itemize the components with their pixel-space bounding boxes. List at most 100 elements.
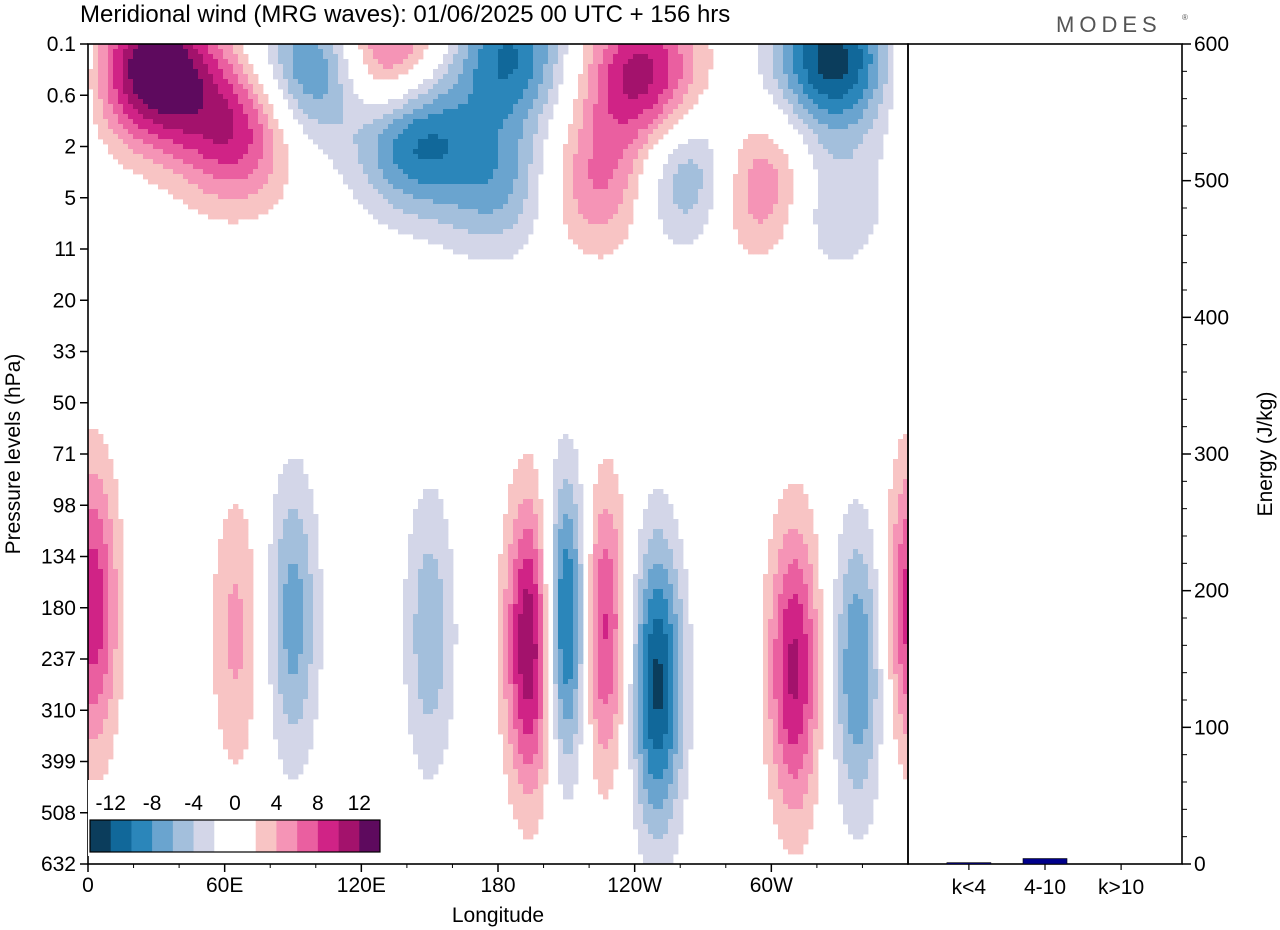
heatmap-cell [778,149,783,154]
heatmap-cell [783,89,788,94]
heatmap-cell [528,209,533,214]
heatmap-cell [878,144,883,149]
heatmap-cell [153,54,158,59]
heatmap-cell [203,174,208,179]
heatmap-cell [288,64,293,69]
heatmap-cell [298,59,303,64]
heatmap-cell [668,169,673,174]
heatmap-cell [248,184,253,189]
heatmap-cell [773,194,778,199]
heatmap-cell [703,44,708,49]
heatmap-cell [348,139,353,144]
heatmap-cell [513,249,518,254]
heatmap-cell [493,219,498,224]
heatmap-cell [878,84,883,89]
heatmap-cell [213,59,218,64]
heatmap-cell [263,199,268,204]
heatmap-cell [473,74,478,79]
heatmap-cell [298,474,303,479]
heatmap-cell [333,99,338,104]
heatmap-cell [253,194,258,199]
heatmap-cell [683,174,688,179]
heatmap-cell [673,94,678,99]
heatmap-cell [383,129,388,134]
heatmap-cell [183,79,188,84]
heatmap-cell [378,134,383,139]
heatmap-cell [423,99,428,104]
heatmap-cell [513,204,518,209]
heatmap-cell [633,189,638,194]
heatmap-cell [458,219,463,224]
heatmap-cell [308,54,313,59]
heatmap-cell [218,74,223,79]
heatmap-cell [823,194,828,199]
heatmap-cell [603,249,608,254]
heatmap-cell [588,239,593,244]
heatmap-cell [173,49,178,54]
heatmap-cell [518,59,523,64]
heatmap-cell [278,489,283,494]
heatmap-cell [683,49,688,54]
heatmap-cell [103,469,108,474]
heatmap-cell [648,144,653,149]
heatmap-cell [168,64,173,69]
heatmap-cell [768,159,773,164]
chart-figure: Meridional wind (MRG waves): 01/06/2025 … [0,0,1280,930]
heatmap-cell [803,49,808,54]
heatmap-cell [123,84,128,89]
heatmap-cell [883,99,888,104]
heatmap-cell [673,224,678,229]
heatmap-cell [98,459,103,464]
heatmap-cell [593,209,598,214]
heatmap-cell [193,64,198,69]
heatmap-cell [638,159,643,164]
heatmap-cell [498,89,503,94]
heatmap-cell [703,74,708,79]
heatmap-cell [698,229,703,234]
heatmap-cell [583,179,588,184]
heatmap-cell [223,154,228,159]
heatmap-cell [513,129,518,134]
heatmap-cell [408,164,413,169]
heatmap-cell [498,224,503,229]
heatmap-cell [253,109,258,114]
heatmap-cell [408,214,413,219]
heatmap-cell [438,109,443,114]
heatmap-cell [838,104,843,109]
heatmap-cell [448,69,453,74]
heatmap-cell [128,154,133,159]
heatmap-cell [108,74,113,79]
heatmap-cell [383,74,388,79]
heatmap-cell [208,189,213,194]
heatmap-cell [108,494,113,499]
heatmap-cell [448,194,453,199]
heatmap-cell [198,139,203,144]
heatmap-cell [298,489,303,494]
heatmap-cell [608,69,613,74]
heatmap-cell [833,124,838,129]
heatmap-cell [338,134,343,139]
heatmap-cell [233,199,238,204]
heatmap-cell [888,99,893,104]
heatmap-cell [533,114,538,119]
heatmap-cell [543,124,548,129]
heatmap-cell [488,179,493,184]
heatmap-cell [523,479,528,484]
heatmap-cell [673,164,678,169]
heatmap-cell [613,224,618,229]
heatmap-cell [668,174,673,179]
heatmap-cell [228,134,233,139]
heatmap-cell [338,94,343,99]
heatmap-cell [143,159,148,164]
heatmap-cell [848,164,853,169]
heatmap-cell [378,119,383,124]
heatmap-cell [558,469,563,474]
heatmap-cell [113,69,118,74]
heatmap-cell [133,104,138,109]
heatmap-cell [173,124,178,129]
heatmap-cell [183,184,188,189]
heatmap-cell [653,134,658,139]
heatmap-cell [623,149,628,154]
heatmap-cell [763,64,768,69]
heatmap-cell [738,179,743,184]
